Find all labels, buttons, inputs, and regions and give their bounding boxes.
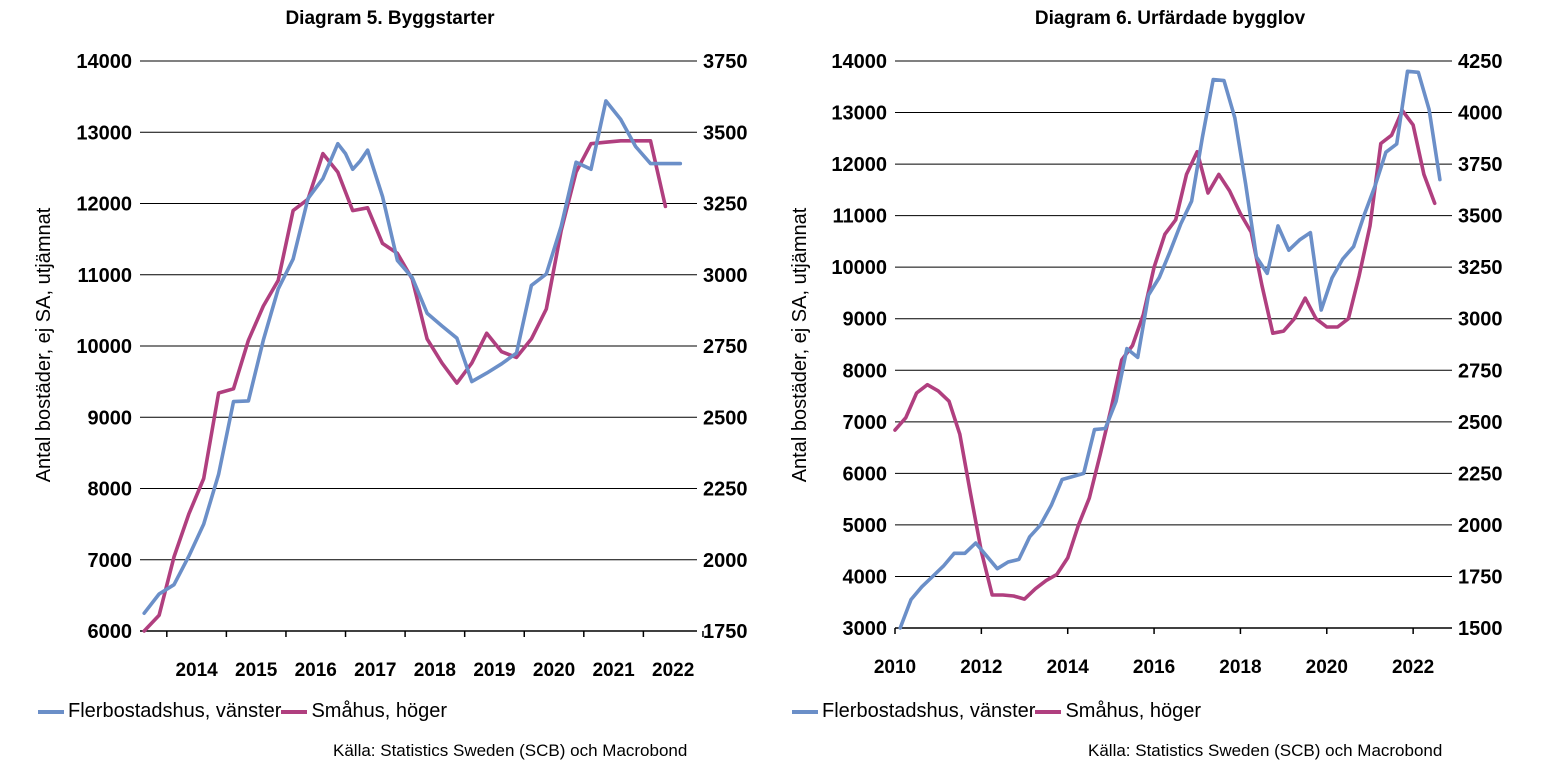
y-left-tick-label: 10000 bbox=[831, 257, 887, 279]
y-left-tick-label: 12000 bbox=[76, 194, 132, 216]
y-right-tick-label: 3000 bbox=[1458, 309, 1503, 331]
y-right-tick-label: 3250 bbox=[1458, 257, 1503, 279]
y-left-tick-label: 7000 bbox=[843, 412, 888, 434]
y-axis-label: Antal bostäder, ej SA, utjämnat bbox=[33, 207, 55, 482]
y-left-tick-label: 11000 bbox=[77, 265, 132, 287]
x-tick-label: 2018 bbox=[1219, 657, 1261, 678]
y-left-tick-label: 13000 bbox=[831, 103, 887, 125]
y-right-tick-label: 3500 bbox=[703, 122, 748, 144]
series-line-flerbostadshus bbox=[898, 69, 1442, 630]
legend-swatch-smahus bbox=[1035, 709, 1062, 714]
x-tick-label: 2016 bbox=[295, 660, 337, 681]
y-right-tick-label: 1750 bbox=[703, 621, 748, 643]
legend-swatch-flerbostadshus bbox=[38, 709, 64, 714]
x-tick-label: 2014 bbox=[175, 660, 218, 681]
x-tick-label: 2012 bbox=[960, 657, 1002, 678]
legend: Flerbostadshus, vänster Småhus, höger bbox=[792, 700, 1201, 723]
y-right-tick-label: 2250 bbox=[703, 479, 748, 501]
y-left-tick-label: 11000 bbox=[832, 206, 887, 228]
y-left-tick-label: 3000 bbox=[843, 618, 888, 640]
series-line-flerbostadshus bbox=[142, 99, 683, 616]
y-right-tick-label: 2500 bbox=[1458, 412, 1503, 434]
y-left-tick-label: 12000 bbox=[831, 154, 887, 176]
y-right-tick-label: 2250 bbox=[1458, 463, 1503, 485]
legend-swatch-smahus bbox=[281, 709, 308, 714]
y-left-tick-label: 10000 bbox=[76, 336, 132, 358]
legend: Flerbostadshus, vänster Småhus, höger bbox=[38, 700, 447, 723]
x-tick-label: 2015 bbox=[235, 660, 278, 681]
y-right-tick-label: 4000 bbox=[1458, 103, 1503, 125]
y-right-tick-label: 4250 bbox=[1458, 51, 1503, 73]
y-right-tick-label: 2750 bbox=[1458, 360, 1503, 382]
y-left-tick-label: 8000 bbox=[843, 360, 888, 382]
x-tick-label: 2018 bbox=[414, 660, 456, 681]
y-right-tick-label: 3500 bbox=[1458, 206, 1503, 228]
legend-item-smahus: Småhus, höger bbox=[1035, 700, 1201, 723]
x-tick-label: 2016 bbox=[1133, 657, 1175, 678]
x-tick-label: 2022 bbox=[652, 660, 694, 681]
y-left-tick-label: 9000 bbox=[88, 407, 133, 429]
y-right-tick-label: 2000 bbox=[1458, 515, 1503, 537]
y-axis-label: Antal bostäder, ej SA, utjämnat bbox=[789, 207, 811, 482]
y-right-tick-label: 3750 bbox=[703, 51, 748, 73]
y-left-tick-label: 6000 bbox=[88, 621, 133, 643]
y-right-tick-label: 2000 bbox=[703, 550, 748, 572]
x-tick-label: 2014 bbox=[1047, 657, 1090, 678]
chart-plot: 6000 7000 8000 9000 10000 11000 12000 13000 1400… bbox=[33, 51, 748, 681]
legend-label: Småhus, höger bbox=[1065, 700, 1202, 722]
y-right-tick-label: 2750 bbox=[703, 336, 748, 358]
legend-item-smahus: Småhus, höger bbox=[281, 700, 447, 723]
chart-title: Diagram 5. Byggstarter bbox=[285, 8, 495, 29]
legend-item-flerbostadshus: Flerbostadshus, vänster bbox=[38, 700, 281, 723]
y-left-tick-label: 14000 bbox=[831, 51, 887, 73]
series-line-smahus bbox=[142, 139, 668, 633]
chart-panel-byggstarter: Diagram 5. Byggstarter 6000 7000 8000 9000 1… bbox=[33, 8, 748, 760]
source-note: Källa: Statistics Sweden (SCB) och Macro… bbox=[333, 741, 688, 760]
x-tick-label: 2021 bbox=[592, 660, 635, 681]
y-left-tick-label: 5000 bbox=[843, 515, 888, 537]
legend-item-flerbostadshus: Flerbostadshus, vänster bbox=[792, 700, 1035, 723]
y-right-tick-label: 3250 bbox=[703, 194, 748, 216]
x-tick-label: 2017 bbox=[354, 660, 396, 681]
y-left-tick-label: 9000 bbox=[843, 309, 888, 331]
legend-swatch-flerbostadshus bbox=[792, 709, 818, 714]
legend-label: Småhus, höger bbox=[311, 700, 448, 722]
y-left-tick-label: 14000 bbox=[76, 51, 132, 73]
y-left-tick-label: 7000 bbox=[88, 550, 133, 572]
chart-panel-bygglov: Diagram 6. Urfärdade bygglov 3000 4000 500… bbox=[780, 0, 1560, 778]
y-right-tick-label: 3750 bbox=[1458, 154, 1503, 176]
x-tick-label: 2019 bbox=[473, 660, 515, 681]
chart-title: Diagram 6. Urfärdade bygglov bbox=[1034, 8, 1306, 29]
y-right-tick-label: 3000 bbox=[703, 265, 748, 287]
y-left-tick-label: 13000 bbox=[76, 122, 132, 144]
series-line-smahus bbox=[893, 108, 1437, 601]
y-left-tick-label: 6000 bbox=[843, 463, 888, 485]
legend-label: Flerbostadshus, vänster bbox=[68, 700, 282, 722]
chart-plot: 3000 4000 5000 6000 7000 8000 9000 10000 11000 12… bbox=[789, 51, 1503, 678]
x-tick-label: 2020 bbox=[533, 660, 575, 681]
y-left-tick-label: 8000 bbox=[88, 479, 133, 501]
source-note: Källa: Statistics Sweden (SCB) och Macro… bbox=[1088, 741, 1443, 760]
legend-label: Flerbostadshus, vänster bbox=[822, 700, 1036, 722]
y-right-tick-label: 2500 bbox=[703, 407, 748, 429]
x-tick-label: 2010 bbox=[874, 657, 916, 678]
y-right-tick-label: 1750 bbox=[1458, 566, 1503, 588]
y-left-tick-label: 4000 bbox=[843, 566, 888, 588]
x-tick-label: 2020 bbox=[1306, 657, 1348, 678]
x-tick-label: 2022 bbox=[1392, 657, 1434, 678]
y-right-tick-label: 1500 bbox=[1458, 618, 1503, 640]
